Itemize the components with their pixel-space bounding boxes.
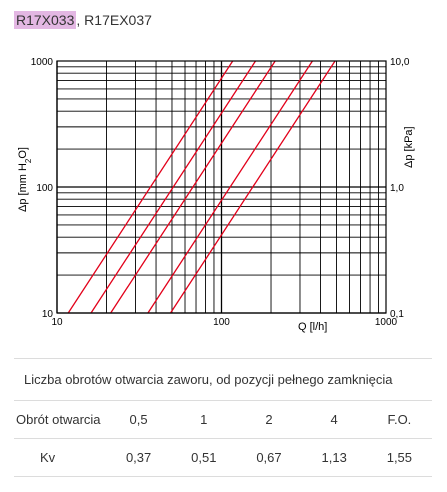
y-tick-label: 10 [42,309,54,320]
y-axis-label-sub: 2 [24,158,33,163]
product-codes: R17X033, R17EX037 [14,11,152,29]
table-caption-row: Liczba obrotów otwarcia zaworu, od pozyc… [14,358,432,401]
x-tick-label: 10 [51,317,63,328]
row-label-turns: Obrót otwarcia [14,400,106,439]
x-tick-label: 1000 [375,317,398,328]
table-cell: 0,51 [171,438,237,477]
curves [67,60,336,314]
product-code-primary: R17X033 [14,11,77,29]
x-tick-label: 100 [213,317,230,328]
kv-curve-5 [169,60,336,314]
table-cell: 0,67 [236,438,302,477]
y-axis-label-left: Δp [mm H2O] [17,147,33,212]
table-cell: F.O. [366,400,432,439]
product-code-secondary: R17EX037 [84,12,152,28]
grid-lines [56,61,386,314]
kv-curve-4 [147,60,313,314]
y2-tick-label: 1,0 [390,183,404,194]
x-axis-label: Q [l/h] [298,321,327,333]
pressure-drop-chart: 10 100 1000 10 100 1000 0,1 1,0 10,0 Q [l/h] Δp … [0,40,447,340]
table-row-kv: Kv 0,37 0,51 0,67 1,13 1,55 [14,438,432,477]
table-caption: Liczba obrotów otwarcia zaworu, od pozyc… [14,358,432,401]
table-cell: 4 [301,400,367,439]
table-cell: 1,13 [301,438,367,477]
kv-curve-3 [110,60,276,314]
row-label-kv: Kv [14,438,106,477]
kv-table: Liczba obrotów otwarcia zaworu, od pozyc… [14,358,432,477]
kv-curve-2 [90,60,257,314]
plot-frame [56,60,387,314]
y-axis-label-end: O] [17,147,29,159]
table-cell: 0,5 [106,400,172,439]
table-cell: 1 [171,400,237,439]
y-axis-label-main: Δp [mm H [17,163,29,212]
table-row-turns: Obrót otwarcia 0,5 1 2 4 F.O. [14,400,432,439]
table-cell: 1,55 [366,438,432,477]
y-tick-label: 100 [36,183,53,194]
y2-tick-label: 10,0 [390,57,410,68]
kv-curve-1 [67,60,234,314]
table-cell: 2 [236,400,302,439]
y2-tick-label: 0,1 [390,309,404,320]
table-cell: 0,37 [106,438,172,477]
y-tick-label: 1000 [31,57,54,68]
y-axis-label-right: Δp [kPa] [403,126,415,168]
code-separator: , [76,12,85,28]
